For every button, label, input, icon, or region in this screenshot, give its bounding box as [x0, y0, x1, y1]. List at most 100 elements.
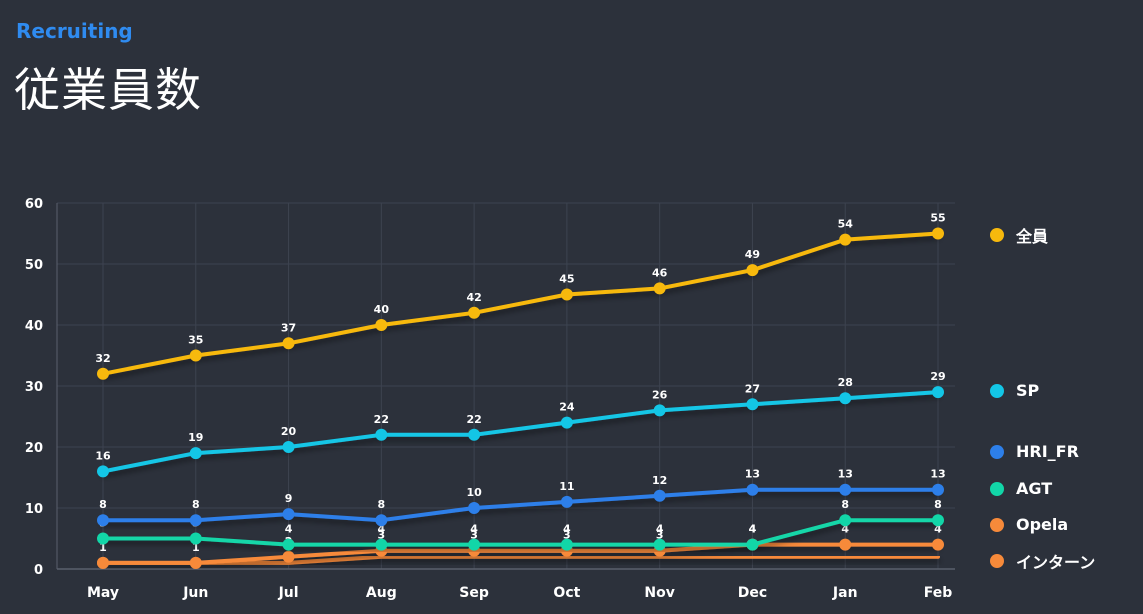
legend-item[interactable]: 全員 [990, 223, 1048, 247]
data-label: 3 [378, 529, 386, 542]
data-point [189, 556, 202, 569]
data-point [653, 538, 666, 551]
data-label: 3 [563, 529, 571, 542]
data-point [746, 538, 759, 551]
page-title: 従業員数 [14, 63, 202, 117]
data-label: 4 [749, 523, 757, 536]
data-label: 13 [745, 468, 760, 481]
data-point [932, 514, 944, 527]
data-label: 12 [652, 474, 667, 487]
y-tick-label: 30 [25, 380, 43, 395]
data-label: 8 [378, 498, 386, 511]
data-point [189, 532, 202, 545]
x-tick-label: Feb [924, 585, 953, 601]
legend-swatch [990, 481, 1004, 496]
data-point [839, 538, 852, 551]
data-label: 26 [652, 388, 668, 401]
legend-item[interactable]: SP [990, 381, 1039, 400]
data-label: 13 [930, 468, 945, 481]
data-point [653, 489, 666, 502]
data-label: 4 [749, 523, 757, 536]
series-line [101, 231, 940, 376]
data-label: 45 [559, 273, 574, 286]
x-tick-label: Dec [738, 585, 767, 601]
data-label: 8 [99, 498, 107, 511]
data-point [375, 514, 388, 527]
data-label: 27 [745, 382, 760, 395]
x-tick-label: Sep [459, 585, 489, 601]
data-point [839, 392, 852, 405]
data-label: 16 [95, 449, 111, 462]
data-point [560, 288, 573, 301]
data-point [375, 538, 388, 551]
y-tick-label: 20 [25, 441, 43, 456]
data-point [653, 282, 666, 295]
data-label: 49 [745, 248, 760, 261]
data-label: 13 [838, 468, 853, 481]
data-label: 1 [99, 541, 107, 554]
data-point [932, 483, 944, 496]
data-label: 22 [374, 413, 389, 426]
data-point [97, 367, 109, 380]
legend-item[interactable]: AGT [990, 479, 1052, 498]
data-point [97, 532, 109, 545]
legend-label: Opela [1016, 515, 1069, 534]
legend-item[interactable]: Opela [990, 515, 1068, 534]
series-line [101, 518, 940, 547]
data-label: 8 [841, 498, 849, 511]
data-label: 4 [656, 523, 664, 536]
data-label: 4 [470, 523, 478, 536]
data-point [282, 337, 295, 350]
data-point [97, 514, 109, 527]
y-tick-label: 60 [25, 197, 43, 212]
data-label: 46 [652, 266, 668, 279]
legend-swatch [990, 554, 1004, 568]
page-subtitle: Recruiting [16, 19, 133, 43]
data-point [746, 483, 759, 496]
data-point [468, 428, 481, 441]
data-label: 9 [285, 492, 293, 505]
data-label: 28 [838, 376, 853, 389]
data-point [932, 386, 944, 399]
data-label: 32 [95, 352, 110, 365]
data-point [560, 416, 573, 429]
data-label: 42 [466, 291, 481, 304]
data-point [282, 538, 295, 551]
data-point [839, 483, 852, 496]
data-label: 54 [838, 218, 854, 231]
data-label: 40 [374, 303, 390, 316]
data-label: 8 [934, 498, 942, 511]
data-label: 3 [656, 529, 664, 542]
legend-label: SP [1016, 381, 1040, 400]
legend-label: 全員 [1016, 227, 1049, 246]
data-point [839, 514, 852, 527]
data-label: 4 [563, 523, 571, 536]
data-point [282, 441, 295, 453]
data-label: 35 [188, 334, 203, 347]
x-tick-label: Jun [182, 585, 208, 601]
x-tick-label: Oct [553, 585, 580, 601]
data-point [375, 319, 388, 331]
x-tick-label: Jul [278, 585, 299, 601]
data-label: 22 [466, 413, 481, 426]
data-point [97, 556, 109, 569]
data-point [839, 233, 852, 246]
data-label: 11 [559, 480, 574, 493]
data-point [375, 428, 388, 441]
x-tick-label: Nov [644, 585, 674, 601]
data-point [189, 514, 202, 527]
legend-item[interactable]: インターン [990, 549, 1095, 573]
data-point [746, 264, 759, 277]
data-point [468, 502, 481, 514]
series-line [101, 542, 940, 565]
legend-item[interactable]: HRI_FR [990, 442, 1079, 461]
legend-label: インターン [1016, 553, 1096, 572]
y-tick-label: 10 [25, 502, 43, 517]
series-line [101, 390, 940, 474]
data-point [97, 465, 109, 478]
data-point [932, 227, 944, 240]
data-label: 4 [378, 523, 386, 536]
series-line [101, 487, 940, 523]
data-label: 24 [559, 401, 575, 414]
